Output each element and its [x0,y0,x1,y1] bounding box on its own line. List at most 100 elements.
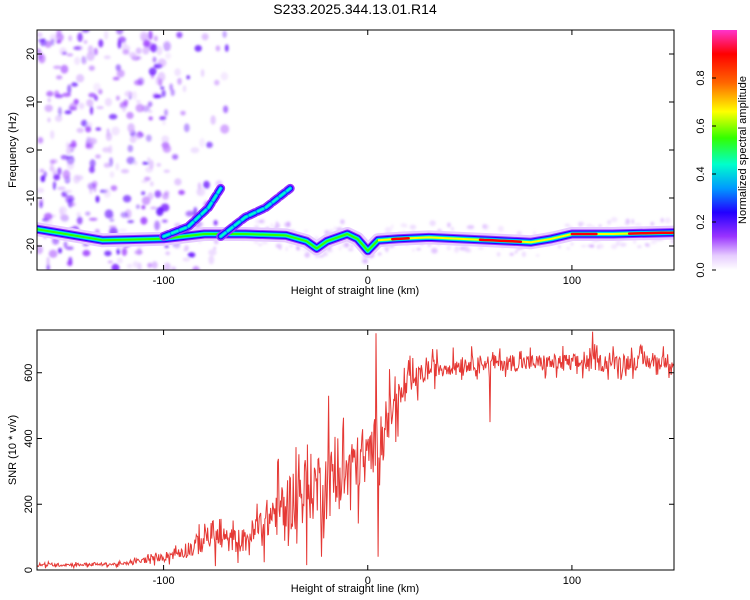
noise-blob [384,226,392,233]
noise-blob [81,56,87,65]
colorbar-gradient [712,30,737,270]
noise-blob [497,225,504,232]
noise-blob [558,245,561,249]
noise-blob [116,95,120,101]
noise-blob [326,249,333,253]
noise-blob [93,82,101,92]
noise-blob [631,218,634,225]
noise-blob [109,218,115,222]
noise-blob [148,116,153,121]
noise-blob [38,53,46,64]
noise-blob [162,120,166,126]
noise-blob [50,162,54,172]
noise-blob [76,127,84,133]
noise-blob [259,220,264,223]
noise-blob [66,160,75,170]
noise-blob [340,219,345,225]
noise-blob [37,245,43,255]
noise-blob [47,97,51,103]
noise-blob [258,243,263,247]
noise-blob [131,53,137,59]
noise-blob [74,56,80,65]
noise-blob [208,255,215,265]
noise-blob [178,190,185,195]
snr-x-label: Height of straight line (km) [291,583,419,595]
noise-blob [589,244,595,248]
noise-blob [43,212,53,221]
noise-blob [73,46,82,50]
noise-blob [151,261,158,269]
noise-blob [134,79,143,86]
noise-blob [83,40,88,44]
colorbar-ticks: 0.0 0.2 0.4 0.6 0.8 [695,70,716,278]
noise-blob [190,147,200,154]
noise-blob [182,85,187,93]
noise-blob [147,157,151,162]
noise-blob [112,76,120,81]
noise-blob [46,256,50,267]
noise-blob [55,115,63,122]
snr-y-tick-label: 600 [23,364,35,382]
noise-blob [141,205,146,210]
noise-blob [64,110,72,115]
noise-blob [185,210,195,217]
carrier-peak [627,231,674,235]
noise-blob [597,243,604,249]
noise-blob [95,154,101,159]
noise-blob [607,219,612,225]
colorbar-label: Normalized spectral amplitude [737,76,749,224]
noise-blob [115,64,122,71]
noise-blob [148,67,157,76]
noise-blob [664,217,671,224]
noise-blob [122,41,127,46]
noise-blob [338,246,342,251]
noise-blob [88,65,95,71]
noise-blob [64,189,72,194]
snr-x-tick-label: 100 [563,575,581,587]
noise-blob [318,255,325,258]
noise-blob [116,257,123,264]
noise-blob [81,30,90,33]
noise-blob [37,38,46,43]
carrier-peak [478,238,523,243]
noise-blob [65,246,74,250]
noise-blob [446,245,451,251]
noise-blob [296,245,299,250]
noise-blob [110,185,118,192]
noise-blob [145,134,152,142]
noise-blob [76,216,83,225]
noise-blob [619,242,627,247]
noise-blob [270,222,274,229]
noise-blob [150,43,158,53]
noise-blob [89,159,96,168]
noise-blob [53,65,62,70]
noise-blob [71,202,75,207]
carrier-peak [391,237,410,241]
noise-blob [75,175,84,181]
noise-blob [103,30,109,40]
noise-blob [610,217,618,223]
noise-blob [37,187,45,193]
noise-blob [176,31,183,39]
noise-blob [96,106,104,110]
noise-blob [95,127,102,131]
noise-blob [108,113,118,120]
noise-blob [120,211,129,218]
noise-blob [98,39,104,48]
noise-blob [161,135,170,144]
noise-blob [93,183,97,193]
noise-blob [88,92,97,98]
noise-blob [637,245,642,249]
colorbar-tick-label: 0.0 [695,262,707,277]
snr-series-line [37,331,674,570]
snr-y-tick-label: 200 [23,495,35,513]
noise-blob [350,244,354,248]
noise-blob [104,97,112,107]
noise-blob [135,103,145,113]
noise-blob [80,119,88,127]
noise-blob [644,243,650,246]
noise-blob [78,102,85,110]
noise-blob [285,246,289,252]
noise-blob [56,40,62,44]
